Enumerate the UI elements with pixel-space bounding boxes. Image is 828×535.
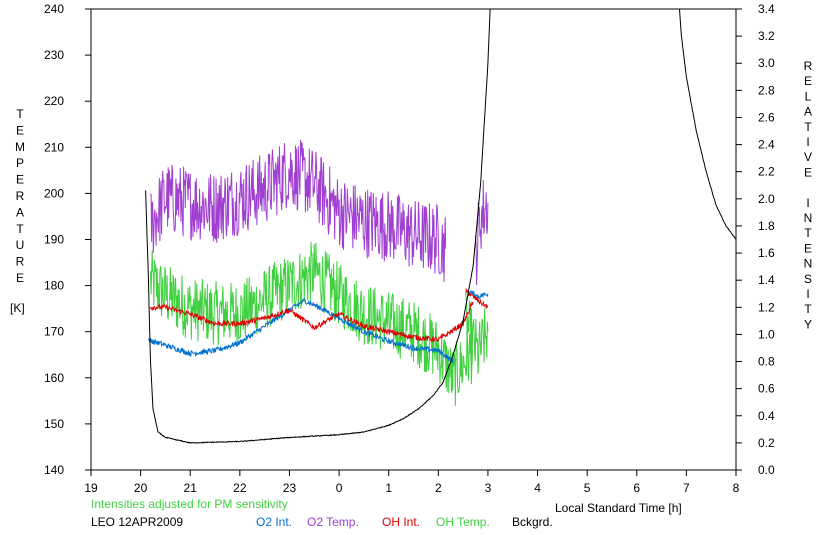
plot-frame: [90, 8, 737, 471]
y-right-title-letter: E: [804, 241, 812, 255]
y-left-tick-label: 180: [44, 279, 64, 293]
y-right-tick-label: 1.0: [758, 327, 775, 341]
series-line-o2-int: [467, 289, 489, 300]
y-right-tick-label: 0.6: [758, 382, 775, 396]
y-right-title-letter: E: [804, 74, 812, 88]
y-right-tick-label: 0.0: [758, 463, 775, 477]
y-left-title-letter: R: [16, 255, 25, 269]
y-right-title-letter: A: [804, 105, 812, 119]
legend-item-oh-temp: OH Temp.: [436, 515, 490, 529]
x-axis-title: Local Standard Time [h]: [555, 501, 682, 515]
y-right-title-letter: Y: [804, 317, 812, 331]
x-tick-label: 22: [233, 481, 247, 495]
series-line-oh-int: [150, 301, 474, 343]
x-tick-label: 5: [584, 481, 591, 495]
y-right-title-letter: R: [804, 59, 813, 73]
y-left-tick-label: 200: [44, 186, 64, 200]
x-tick-label: 4: [534, 481, 541, 495]
y-left-tick-label: 190: [44, 233, 64, 247]
legend-item-oh-int: OH Int.: [382, 515, 420, 529]
x-tick-label: 8: [733, 481, 740, 495]
y-right-tick-label: 2.4: [758, 138, 775, 152]
x-tick-label: 20: [134, 481, 148, 495]
y-left-tick-label: 140: [44, 463, 64, 477]
y-right-tick-label: 0.4: [758, 409, 775, 423]
y-right-tick-label: 0.8: [758, 355, 775, 369]
y-right-title-letter: N: [804, 257, 813, 271]
y-right-title-letter: T: [804, 120, 812, 134]
station-date-label: LEO 12APR2009: [91, 515, 183, 529]
legend-item-bckgrd: Bckgrd.: [512, 515, 553, 529]
y-right-tick-label: 2.0: [758, 192, 775, 206]
y-left-tick-label: 160: [44, 371, 64, 385]
y-right-title-letter: I: [806, 287, 809, 301]
y-left-title-letter: E: [16, 271, 24, 285]
x-axis: 19 20 21 22 23 0 1 2 3 4 5 6 7 8: [84, 470, 740, 495]
y-left-tick-label: 150: [44, 417, 64, 431]
y-left-title-letter: M: [15, 140, 25, 154]
y-right-tick-label: 1.4: [758, 273, 775, 287]
y-right-tick-label: 2.6: [758, 110, 775, 124]
y-left-title-letter: U: [16, 238, 25, 252]
x-tick-label: 2: [435, 481, 442, 495]
x-tick-label: 0: [336, 481, 343, 495]
x-tick-label: 6: [633, 481, 640, 495]
y-left-title-letter: T: [16, 107, 24, 121]
y-right-tick-label: 2.2: [758, 165, 775, 179]
y-axis-left-unit: [K]: [10, 301, 25, 315]
series-line-o2-int: [147, 298, 454, 364]
x-tick-label: 7: [683, 481, 690, 495]
sensitivity-note: Intensities adjusted for PM sensitivity: [91, 497, 288, 511]
series-line-bckgrd: [145, 9, 491, 444]
y-right-tick-label: 1.6: [758, 246, 775, 260]
legend-item-o2-int: O2 Int.: [256, 515, 292, 529]
series-line-o2-temp: [475, 180, 489, 286]
x-tick-label: 23: [283, 481, 297, 495]
y-left-title-letter: E: [16, 123, 24, 137]
y-right-title-letter: L: [805, 89, 812, 103]
series-layer: [145, 9, 736, 444]
y-left-title-letter: A: [16, 205, 24, 219]
x-tick-label: 3: [485, 481, 492, 495]
y-right-tick-label: 1.8: [758, 219, 775, 233]
y-left-title-letter: E: [16, 173, 24, 187]
y-axis-left: 140 150 160 170 180 190 200 210 220 230 240: [44, 2, 91, 477]
y-right-title-letter: I: [806, 135, 809, 149]
y-right-tick-label: 3.2: [758, 29, 775, 43]
legend: O2 Int. O2 Temp. OH Int. OH Temp. Bckgrd.: [256, 515, 553, 529]
y-right-tick-label: 3.0: [758, 56, 775, 70]
y-right-title-letter: V: [804, 150, 812, 164]
y-left-tick-label: 170: [44, 325, 64, 339]
series-line-o2-temp: [150, 139, 447, 282]
x-tick-label: 1: [385, 481, 392, 495]
x-tick-label: 21: [184, 481, 198, 495]
y-right-tick-label: 2.8: [758, 83, 775, 97]
y-left-title-letter: R: [16, 189, 25, 203]
series-line-oh-temp: [465, 290, 489, 374]
y-right-title-letter: E: [804, 165, 812, 179]
y-right-tick-label: 0.2: [758, 436, 775, 450]
series-line-oh-temp: [150, 241, 474, 406]
y-left-tick-label: 240: [44, 2, 64, 16]
y-left-tick-label: 230: [44, 48, 64, 62]
y-axis-right: 0.0 0.2 0.4 0.6 0.8 1.0 1.2 1.4 1.6 1.8 2.0 2.2 2.4 2…: [736, 2, 775, 477]
legend-item-o2-temp: O2 Temp.: [307, 515, 359, 529]
y-left-tick-label: 220: [44, 94, 64, 108]
x-tick-label: 19: [84, 481, 98, 495]
y-right-title-letter: T: [804, 226, 812, 240]
y-left-tick-label: 210: [44, 140, 64, 154]
series-line-oh-int: [465, 288, 489, 309]
y-right-title-letter: T: [804, 302, 812, 316]
y-right-tick-label: 1.2: [758, 300, 775, 314]
series-line-bckgrd: [678, 9, 736, 241]
y-right-title-letter: N: [804, 211, 813, 225]
y-right-title-letter: S: [804, 272, 812, 286]
y-left-title-letter: P: [16, 156, 24, 170]
y-left-title-letter: T: [16, 222, 24, 236]
y-right-tick-label: 3.4: [758, 2, 775, 16]
y-right-title-letter: I: [806, 196, 809, 210]
